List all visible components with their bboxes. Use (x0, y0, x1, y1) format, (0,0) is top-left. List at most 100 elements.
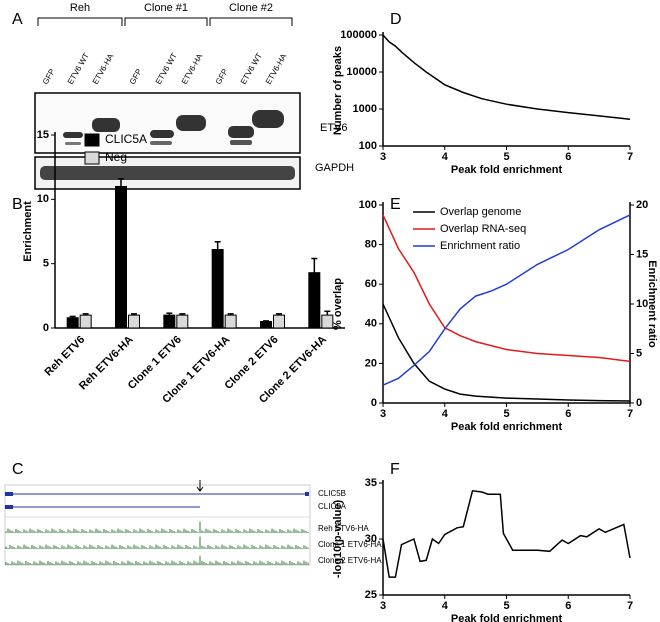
bar (115, 185, 127, 329)
bar (273, 314, 285, 329)
panel-label: D (390, 11, 402, 28)
x-tick-label: 6 (565, 600, 571, 612)
x-tick-label: 5 (503, 408, 509, 420)
y-tick-label: 100 (359, 199, 377, 211)
y-tick-label: 15 (37, 129, 49, 141)
panel-label: B (12, 196, 23, 213)
y-tick-label: 60 (365, 278, 377, 290)
exon (305, 492, 309, 496)
x-tick-label: 4 (442, 408, 449, 420)
legend-label: CLIC5A (105, 132, 147, 146)
lane-label: ETV6 WT (66, 51, 91, 86)
y-axis-label: -log10(p-value) (332, 500, 344, 579)
x-tick-label: 6 (565, 151, 571, 163)
exon (5, 492, 13, 496)
lane-label: GFP (41, 67, 57, 86)
gene-label: CLIC5B (318, 489, 346, 498)
bar (308, 272, 321, 329)
x-tick-label: Reh ETV6 (43, 334, 88, 379)
x-tick-label: 5 (503, 600, 509, 612)
sample-label: Clone 1 ETV6-HA (318, 540, 382, 549)
bands (40, 110, 295, 180)
group-bracket (124, 17, 208, 26)
x-axis-label: Peak fold enrichment (451, 421, 563, 433)
bar (260, 321, 272, 329)
x-tick-label: 6 (565, 408, 571, 420)
y2-tick-label: 10 (636, 298, 648, 310)
lane-label: ETV6-HA (180, 52, 205, 86)
y-tick-label: 30 (365, 533, 377, 545)
x-tick-label: 7 (627, 600, 633, 612)
y2-tick-label: 20 (636, 199, 648, 211)
y-tick-label: 25 (365, 589, 377, 601)
group-label: Clone #2 (229, 2, 273, 14)
bar (224, 314, 237, 329)
line (382, 303, 631, 402)
x-tick-label: 4 (442, 151, 449, 163)
y2-tick-label: 15 (636, 248, 648, 260)
lane-label: ETV6 WT (154, 51, 179, 86)
line (382, 34, 631, 120)
bar (79, 314, 92, 329)
group-bracket (209, 17, 293, 26)
line (382, 214, 631, 363)
legend-label: Neg (105, 150, 127, 164)
group-label: Reh (70, 2, 90, 14)
x-tick-label: 7 (627, 408, 633, 420)
legend-label: Enrichment ratio (440, 240, 520, 252)
legend-swatch (84, 151, 100, 165)
panel-label: F (390, 461, 400, 478)
y-tick-label: 5 (43, 258, 49, 270)
lane-label: ETV6-HA (264, 52, 289, 86)
x-tick-label: 3 (380, 408, 386, 420)
y-tick-label: 100 (359, 140, 377, 152)
y2-tick-label: 5 (636, 347, 642, 359)
y-axis-label: % overlap (332, 278, 344, 330)
y-tick-label: 1000 (353, 103, 377, 115)
exon (5, 505, 13, 509)
lane-label: ETV6 WT (239, 51, 264, 86)
bar (176, 314, 189, 329)
panel-label: C (12, 461, 24, 478)
x-tick-label: 4 (442, 600, 449, 612)
bar (163, 314, 176, 329)
y-axis-label: Number of peaks (332, 46, 344, 135)
bar (66, 317, 79, 329)
x-tick-label: 3 (380, 151, 386, 163)
y-tick-label: 80 (365, 239, 377, 251)
protein-label: GAPDH (315, 162, 354, 174)
group-label: Clone #1 (144, 2, 188, 14)
y-tick-label: 10000 (346, 66, 377, 78)
legend-label: Overlap genome (440, 206, 521, 218)
y2-axis-label: Enrichment ratio (646, 260, 658, 348)
y2-tick-label: 0 (636, 397, 642, 409)
y-tick-label: 20 (365, 357, 377, 369)
x-axis-label: Peak fold enrichment (451, 613, 563, 622)
x-axis-label: Peak fold enrichment (451, 164, 563, 176)
signal-tracks (5, 521, 309, 565)
arrow (196, 480, 204, 492)
y-tick-label: 0 (43, 322, 49, 334)
y-tick-label: 0 (371, 397, 377, 409)
track-box (4, 484, 311, 566)
protein-label: ETV6 (320, 122, 348, 134)
bar (211, 249, 224, 329)
panel-label: A (12, 11, 23, 28)
panel-label: E (390, 196, 401, 213)
line (382, 489, 631, 578)
sample-label: Clone 2 ETV6-HA (318, 556, 382, 565)
line (382, 214, 631, 386)
bar (128, 314, 140, 329)
lane-label: GFP (128, 67, 144, 86)
gene-label: CLIC5A (318, 502, 347, 511)
lane-label: ETV6-HA (91, 52, 116, 86)
y-tick-label: 35 (365, 477, 377, 489)
x-tick-label: 7 (627, 151, 633, 163)
y-tick-label: 10 (37, 193, 49, 205)
y-axis-label: Enrichment (22, 201, 34, 262)
y-tick-label: 100000 (340, 29, 377, 41)
group-bracket (37, 17, 123, 26)
sample-label: Reh ETV6-HA (318, 524, 369, 533)
legend-label: Overlap RNA-seq (440, 223, 526, 235)
